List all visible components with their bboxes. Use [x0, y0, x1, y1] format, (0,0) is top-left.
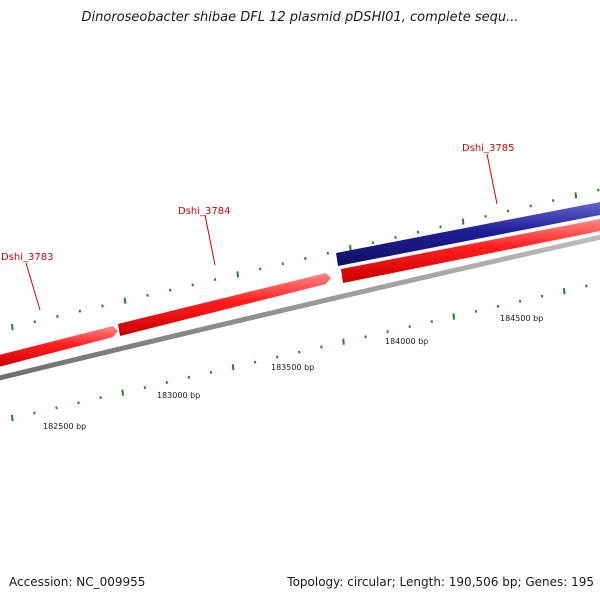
minor-tick — [416, 230, 420, 234]
minor-tick — [77, 401, 80, 405]
leader-dshi-3785 — [486, 153, 498, 205]
scale-label: 184000 bp — [385, 337, 428, 346]
major-tick — [123, 297, 127, 304]
minor-tick — [165, 380, 169, 384]
minor-tick — [209, 370, 213, 374]
accession-text: Accession: NC_009955 — [9, 575, 146, 589]
minor-tick — [304, 257, 307, 261]
major-tick — [121, 389, 124, 396]
minor-tick — [371, 241, 375, 245]
minor-tick — [386, 330, 389, 334]
gene-label-dshi-3783[interactable]: Dshi_3783 — [1, 252, 53, 263]
scale-label: 182500 bp — [43, 422, 86, 431]
minor-tick — [364, 335, 367, 339]
leader-dshi-3783 — [25, 262, 41, 311]
gene-arrow-dshi-3786[interactable] — [341, 218, 600, 283]
minor-tick — [298, 350, 301, 354]
outer-tick-marks — [11, 188, 600, 331]
topology-summary: Topology: circular; Length: 190,506 bp; … — [287, 575, 594, 589]
major-tick — [452, 313, 456, 320]
minor-tick — [258, 267, 262, 271]
minor-tick — [529, 204, 532, 208]
minor-tick — [484, 214, 487, 218]
minor-tick — [275, 355, 279, 359]
minor-tick — [146, 293, 149, 297]
major-tick — [349, 244, 352, 252]
minor-tick — [496, 304, 500, 308]
scale-label: 183000 bp — [157, 391, 200, 400]
minor-tick — [143, 386, 147, 390]
minor-tick — [33, 320, 37, 324]
minor-tick — [597, 188, 600, 192]
minor-tick — [99, 396, 102, 400]
minor-tick — [101, 304, 104, 308]
minor-tick — [281, 262, 285, 266]
major-tick — [11, 414, 14, 422]
minor-tick — [551, 199, 555, 203]
major-tick — [231, 364, 235, 371]
minor-tick — [191, 283, 194, 287]
minor-tick — [474, 309, 478, 313]
minor-tick — [439, 225, 442, 229]
minor-tick — [585, 284, 588, 288]
major-tick — [342, 338, 345, 345]
minor-tick — [540, 294, 544, 298]
minor-tick — [78, 309, 82, 313]
minor-tick — [408, 325, 411, 329]
scale-label: 183500 bp — [271, 363, 314, 372]
gene-label-dshi-3785[interactable]: Dshi_3785 — [462, 143, 514, 154]
minor-tick — [213, 278, 217, 282]
minor-tick — [320, 345, 323, 349]
major-tick — [562, 288, 566, 295]
major-tick — [11, 323, 14, 331]
scale-label: 184500 bp — [500, 314, 543, 323]
inner-tick-marks — [11, 284, 588, 422]
map-title: Dinoroseobacter shibae DFL 12 plasmid pD… — [81, 10, 519, 25]
gene-label-dshi-3784[interactable]: Dshi_3784 — [178, 206, 230, 217]
minor-tick — [518, 299, 522, 303]
major-tick — [574, 192, 578, 199]
minor-tick — [168, 288, 172, 292]
minor-tick — [187, 375, 191, 379]
minor-tick — [430, 320, 434, 324]
gene-arrow-dshi-3785[interactable] — [336, 201, 600, 266]
leader-dshi-3784 — [204, 214, 216, 266]
minor-tick — [56, 314, 59, 318]
backbone-line — [0, 234, 600, 381]
minor-tick — [253, 360, 257, 364]
minor-tick — [55, 406, 58, 410]
gene-arrow-dshi-3784[interactable] — [118, 273, 331, 336]
minor-tick — [506, 209, 510, 213]
gene-arrow-dshi-3783[interactable] — [0, 326, 118, 368]
major-tick — [461, 218, 465, 225]
minor-tick — [33, 411, 36, 415]
minor-tick — [326, 251, 330, 255]
minor-tick — [394, 235, 397, 239]
major-tick — [236, 271, 239, 278]
